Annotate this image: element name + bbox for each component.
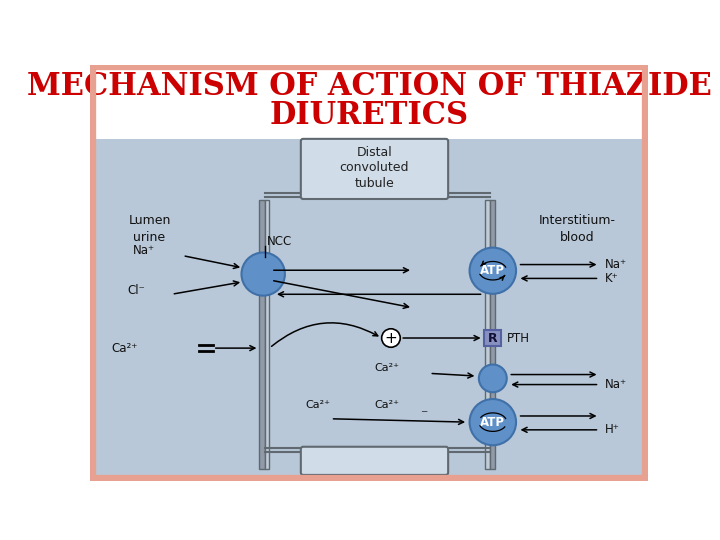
Text: ATP: ATP xyxy=(480,264,505,277)
Text: Lumen
urine: Lumen urine xyxy=(128,213,171,244)
FancyBboxPatch shape xyxy=(94,66,644,139)
Text: PTH: PTH xyxy=(507,332,530,345)
Text: NCC: NCC xyxy=(267,235,292,248)
Text: K⁺: K⁺ xyxy=(605,272,618,285)
Text: Ca²⁺: Ca²⁺ xyxy=(374,400,400,410)
Text: Na⁺: Na⁺ xyxy=(133,244,156,257)
Text: convoluted: convoluted xyxy=(340,161,409,174)
FancyBboxPatch shape xyxy=(259,200,265,469)
Text: ⁻: ⁻ xyxy=(420,408,428,422)
Text: Distal: Distal xyxy=(356,146,392,159)
Text: DIURETICS: DIURETICS xyxy=(269,100,469,131)
Text: ATP: ATP xyxy=(480,416,505,429)
Text: Cl⁻: Cl⁻ xyxy=(127,285,145,298)
Text: Na⁺: Na⁺ xyxy=(605,378,627,391)
Text: H⁺: H⁺ xyxy=(605,423,620,436)
Text: Na⁺: Na⁺ xyxy=(605,258,627,271)
Circle shape xyxy=(241,253,285,295)
FancyBboxPatch shape xyxy=(94,139,644,476)
FancyBboxPatch shape xyxy=(490,200,495,469)
Circle shape xyxy=(382,329,400,347)
Text: R: R xyxy=(488,332,498,345)
Circle shape xyxy=(479,364,507,392)
FancyBboxPatch shape xyxy=(301,447,448,475)
FancyBboxPatch shape xyxy=(265,200,269,469)
Circle shape xyxy=(469,399,516,446)
FancyBboxPatch shape xyxy=(301,139,448,199)
Text: Ca²⁺: Ca²⁺ xyxy=(305,400,330,410)
Text: tubule: tubule xyxy=(355,177,395,190)
Text: Interstitium-
blood: Interstitium- blood xyxy=(539,213,616,244)
Text: Ca²⁺: Ca²⁺ xyxy=(111,342,138,355)
Text: MECHANISM OF ACTION OF THIAZIDE: MECHANISM OF ACTION OF THIAZIDE xyxy=(27,71,711,102)
Circle shape xyxy=(469,248,516,294)
Text: +: + xyxy=(384,330,397,346)
FancyBboxPatch shape xyxy=(485,329,501,347)
Text: Ca²⁺: Ca²⁺ xyxy=(374,363,400,373)
FancyBboxPatch shape xyxy=(485,200,490,469)
